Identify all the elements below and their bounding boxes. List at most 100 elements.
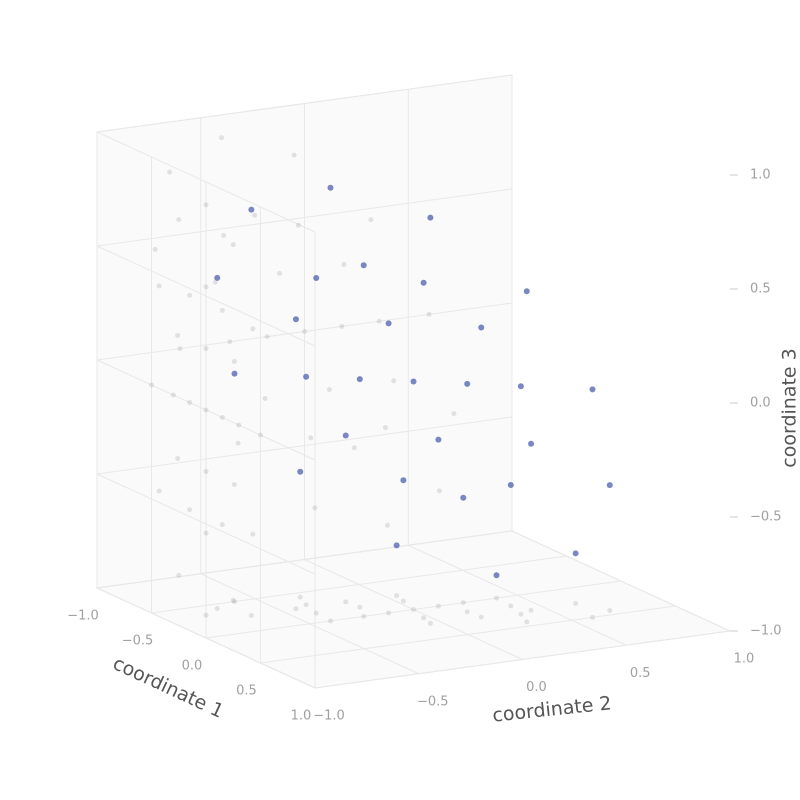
grid-line xyxy=(96,416,513,475)
shadow-point xyxy=(230,597,236,603)
point xyxy=(248,206,255,213)
point xyxy=(327,184,334,191)
point xyxy=(517,383,524,390)
shadow-point xyxy=(291,152,297,158)
y-tick-label: 0.5 xyxy=(630,666,651,681)
shadow-point xyxy=(573,600,579,606)
point xyxy=(523,288,530,295)
y-tick-label: −1.0 xyxy=(313,709,345,724)
point xyxy=(420,279,427,286)
shadow-point xyxy=(341,262,347,268)
shadow-point xyxy=(302,329,307,334)
grid-line xyxy=(408,544,627,646)
shadow-point xyxy=(176,217,182,223)
shadow-point xyxy=(156,488,162,494)
shadow-point xyxy=(326,387,332,393)
x-tick-label: −1.0 xyxy=(67,609,99,624)
shadow-point xyxy=(426,311,432,317)
point xyxy=(313,274,320,281)
grid-line xyxy=(96,245,316,347)
shadow-point xyxy=(227,339,233,345)
point xyxy=(385,320,392,327)
grid-line xyxy=(96,74,513,133)
shadow-point xyxy=(219,135,224,141)
points xyxy=(214,184,613,579)
shadow-point xyxy=(187,507,193,513)
point xyxy=(478,324,485,331)
point xyxy=(507,482,514,489)
shadow-point xyxy=(460,600,466,606)
point xyxy=(410,378,417,385)
shadow-point xyxy=(293,606,299,612)
shadow-point xyxy=(328,618,333,624)
point xyxy=(297,468,304,475)
shadow-point xyxy=(394,593,400,599)
z-tick-label: 0.5 xyxy=(750,282,771,297)
shadow-point xyxy=(250,326,256,332)
point xyxy=(493,572,500,579)
y-tick-label: 1.0 xyxy=(734,652,755,667)
shadow-point xyxy=(528,607,534,613)
grid-line xyxy=(304,559,523,660)
shadow-point xyxy=(264,334,270,340)
shadow-point xyxy=(361,613,367,619)
shadow-point xyxy=(385,522,390,528)
shadow-point xyxy=(308,435,314,441)
shadow-point xyxy=(339,323,345,329)
point xyxy=(464,380,471,387)
shadows xyxy=(149,135,613,626)
shadow-point xyxy=(219,522,225,528)
shadow-point xyxy=(262,395,268,401)
shadow-point xyxy=(236,422,242,428)
panes xyxy=(95,74,738,689)
shadow-point xyxy=(203,202,209,208)
shadow-point xyxy=(277,270,283,276)
shadow-point xyxy=(464,609,470,615)
x-axis-label: coordinate 1 xyxy=(109,652,227,722)
grid-line xyxy=(96,131,316,233)
shadow-point xyxy=(219,415,225,420)
y-tick-label: 0.0 xyxy=(526,680,547,695)
point xyxy=(356,376,363,383)
grid-line xyxy=(96,359,316,461)
shadow-point xyxy=(203,345,209,351)
grid-line xyxy=(200,573,419,675)
x-tick-label: 1.0 xyxy=(291,709,312,724)
shadow-point xyxy=(391,378,397,384)
shadow-point xyxy=(386,610,392,616)
point xyxy=(393,542,400,549)
shadow-point xyxy=(297,594,303,600)
point xyxy=(460,494,467,501)
shadow-point xyxy=(203,284,209,290)
shadow-point xyxy=(203,407,209,413)
shadow-point xyxy=(524,619,530,625)
shadow-point xyxy=(176,572,182,578)
y-axis-label: coordinate 2 xyxy=(491,692,612,726)
shadow-point xyxy=(478,614,484,620)
x-tick-label: 0.0 xyxy=(182,659,203,674)
point xyxy=(214,274,221,281)
point xyxy=(400,477,407,484)
shadow-point xyxy=(252,212,258,218)
grid-line xyxy=(96,302,513,361)
shadow-point xyxy=(250,531,256,537)
shadow-point xyxy=(156,283,162,289)
z-tick-label: −1.0 xyxy=(750,624,782,639)
shadow-point xyxy=(232,599,237,605)
shadow-point xyxy=(258,432,263,438)
x-tick-label: −0.5 xyxy=(122,634,154,649)
y-tick-label: −0.5 xyxy=(417,694,449,709)
shadow-point xyxy=(187,292,193,298)
shadow-point xyxy=(187,400,193,405)
shadow-point xyxy=(152,246,158,252)
point xyxy=(572,550,579,557)
shadow-point xyxy=(177,346,183,352)
shadow-point xyxy=(303,602,309,608)
z-axis-label: coordinate 3 xyxy=(779,348,800,467)
point xyxy=(342,432,349,439)
grid-line xyxy=(511,530,731,632)
shadow-point xyxy=(203,469,209,475)
shadow-point xyxy=(494,595,499,601)
shadow-point xyxy=(368,217,374,223)
shadow-point xyxy=(427,620,433,626)
